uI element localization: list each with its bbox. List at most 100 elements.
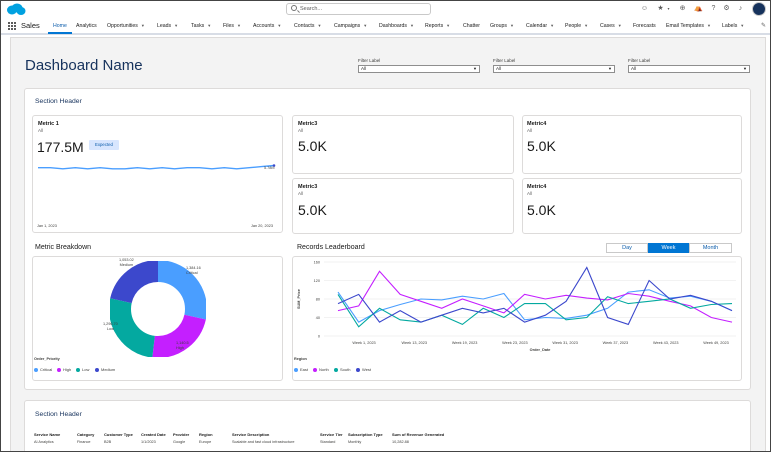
tab-campaigns[interactable]: Campaigns ▼ — [334, 23, 368, 29]
column-header[interactable]: Provider — [173, 432, 190, 437]
notifications-icon[interactable]: ♪ — [738, 5, 743, 12]
tab-cases[interactable]: Cases ▼ — [600, 23, 622, 29]
legend-label: South — [340, 367, 351, 372]
edit-nav-icon[interactable]: ✎ — [761, 23, 767, 29]
toggle-week[interactable]: Week — [648, 243, 689, 253]
chevron-down-icon: ▼ — [608, 66, 612, 71]
filter-select[interactable]: All ▼ — [628, 65, 750, 73]
chevron-down-icon[interactable]: ▼ — [174, 23, 179, 28]
column-header[interactable]: Sum of Revenue Generated — [392, 432, 445, 437]
tab-groups[interactable]: Groups ▼ — [490, 23, 514, 29]
app-launcher-icon[interactable] — [8, 22, 16, 30]
metric-card[interactable] — [522, 115, 742, 174]
donut-slice-high[interactable] — [110, 261, 206, 357]
donut-slice-low[interactable] — [110, 261, 206, 357]
series-line-west[interactable] — [337, 266, 733, 326]
chevron-down-icon[interactable]: ▼ — [409, 23, 414, 28]
tab-analytics[interactable]: Analytics — [76, 23, 97, 29]
filter-label: Filter Label — [628, 58, 651, 63]
line-chart[interactable]: 0 40 80 120 160 SUM_Price Week 1, 2023 Week 13,… — [294, 258, 740, 360]
series-line-south[interactable] — [337, 294, 733, 328]
avatar[interactable] — [752, 2, 766, 16]
favorites-menu-icon[interactable]: ▾ — [667, 6, 670, 11]
column-header[interactable]: Region — [199, 432, 213, 437]
chevron-down-icon[interactable]: ▼ — [317, 23, 322, 28]
x-tick-label: Week 1, 2023 — [352, 341, 375, 345]
column-header[interactable]: Category — [77, 432, 95, 437]
donut-chart[interactable] — [110, 261, 206, 357]
chevron-down-icon[interactable]: ▼ — [740, 23, 745, 28]
table-cell: 1/1/2023 — [141, 440, 156, 444]
filter-select[interactable]: All ▼ — [358, 65, 480, 73]
date-end-label: Jan 20, 2023 — [251, 224, 273, 228]
series-line-north[interactable] — [337, 270, 733, 323]
toggle-month[interactable]: Month — [689, 243, 732, 253]
setup-icon[interactable]: ⚙ — [723, 5, 730, 12]
chevron-down-icon[interactable]: ▼ — [706, 23, 711, 28]
tab-forecasts[interactable]: Forecasts — [633, 23, 656, 29]
section-header: Section Header — [35, 411, 82, 418]
donut-slice-critical[interactable] — [110, 261, 206, 357]
metric-card[interactable] — [292, 115, 514, 174]
tab-contacts[interactable]: Contacts ▼ — [294, 23, 322, 29]
tab-home[interactable]: Home — [53, 23, 67, 29]
tab-leads[interactable]: Leads ▼ — [157, 23, 179, 29]
x-tick-label: Week 13, 2023 — [402, 341, 427, 345]
chevron-down-icon[interactable]: ▼ — [617, 23, 622, 28]
chevron-down-icon[interactable]: ▼ — [584, 23, 589, 28]
metric-card[interactable] — [292, 178, 514, 234]
global-search-input[interactable]: Search... — [286, 3, 431, 15]
tab-reports[interactable]: Reports ▼ — [425, 23, 451, 29]
tab-people[interactable]: People ▼ — [565, 23, 589, 29]
add-icon[interactable]: ⊕ — [679, 5, 686, 12]
chevron-down-icon[interactable]: ▼ — [207, 23, 212, 28]
tab-tasks[interactable]: Tasks ▼ — [191, 23, 212, 29]
tab-accounts[interactable]: Accounts ▼ — [253, 23, 282, 29]
metric-card[interactable] — [522, 178, 742, 234]
line-chart-card — [292, 256, 742, 381]
legend-swatch-west — [356, 368, 360, 372]
table-cell: 10,282.88 — [392, 440, 409, 444]
tab-chatter[interactable]: Chatter — [463, 23, 481, 29]
column-header[interactable]: Created Date — [141, 432, 166, 437]
tab-labels[interactable]: Labels ▼ — [722, 23, 745, 29]
favorites-icon[interactable]: ★ — [657, 5, 664, 12]
salesforce-logo[interactable] — [6, 3, 26, 16]
filter-select[interactable]: All ▼ — [493, 65, 615, 73]
chevron-down-icon[interactable]: ▼ — [236, 23, 241, 28]
tab-dashboards[interactable]: Dashboards ▼ — [379, 23, 414, 29]
column-header[interactable]: Service Tier — [320, 432, 343, 437]
filter-label: Filter Label — [358, 58, 381, 63]
legend-swatch-high — [57, 368, 61, 372]
chevron-down-icon[interactable]: ▼ — [446, 23, 451, 28]
column-header[interactable]: Customer Type — [104, 432, 133, 437]
tab-email-templates[interactable]: Email Templates ▼ — [666, 23, 711, 29]
legend-swatch-north — [313, 368, 317, 372]
y-axis-label: SUM_Price — [297, 289, 301, 309]
tab-files[interactable]: Files ▼ — [223, 23, 241, 29]
legend-label: Low — [82, 367, 90, 372]
chevron-down-icon[interactable]: ▼ — [510, 23, 514, 28]
x-axis-label: Order_Date — [530, 348, 551, 352]
chevron-down-icon[interactable]: ▼ — [277, 23, 282, 28]
column-header[interactable]: Service Name — [34, 432, 61, 437]
sparkline-end-label: 5.78M — [264, 166, 275, 170]
column-header[interactable]: Service Description — [232, 432, 270, 437]
x-tick-label: Week 37, 2023 — [603, 341, 628, 345]
tab-calendar[interactable]: Calendar ▼ — [526, 23, 555, 29]
einstein-icon[interactable]: ☺ — [640, 5, 649, 12]
metric-title: Metric4 — [527, 121, 547, 127]
table-cell: Scalable and fast cloud infrastructure — [232, 440, 295, 444]
column-header[interactable]: Subscription Type — [348, 432, 383, 437]
tab-opportunities[interactable]: Opportunities ▼ — [107, 23, 145, 29]
metric-card[interactable] — [32, 115, 283, 233]
table-cell: Monthly — [348, 440, 362, 444]
toggle-day[interactable]: Day — [606, 243, 648, 253]
help-icon[interactable]: ? — [711, 5, 716, 12]
table-cell: Finance — [77, 440, 91, 444]
chevron-down-icon[interactable]: ▼ — [140, 23, 145, 28]
trailhead-icon[interactable]: ⛺ — [694, 5, 703, 12]
chevron-down-icon[interactable]: ▼ — [550, 23, 555, 28]
legend-title: Region — [294, 357, 307, 361]
chevron-down-icon[interactable]: ▼ — [363, 23, 368, 28]
